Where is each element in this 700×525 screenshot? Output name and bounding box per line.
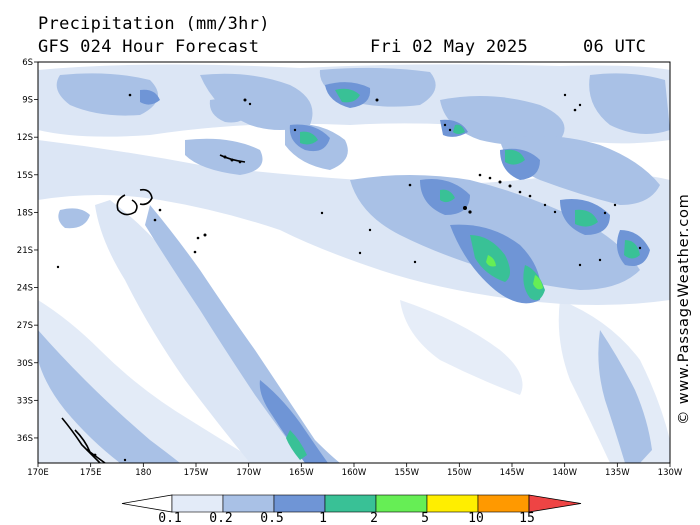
lat-tick-label: 9S bbox=[22, 96, 33, 106]
precipitation-legend: 0.1 0.2 0.5 1 2 5 10 15 bbox=[121, 494, 582, 525]
legend-swatch bbox=[171, 494, 224, 513]
lon-tick-label: 170W bbox=[236, 468, 261, 478]
site-credit: © www.PassageWeather.com bbox=[676, 193, 692, 425]
lon-tick-label: 135W bbox=[605, 468, 630, 478]
lon-tick-label: 165W bbox=[289, 468, 314, 478]
legend-swatch bbox=[273, 494, 326, 513]
legend-label: 0.5 bbox=[260, 511, 283, 525]
lon-tick-label: 140W bbox=[552, 468, 577, 478]
lon-tick-label: 130W bbox=[658, 468, 683, 478]
legend-label: 10 bbox=[468, 511, 484, 525]
lon-tick-label: 170E bbox=[27, 468, 49, 478]
forecast-label: GFS 024 Hour Forecast bbox=[38, 37, 260, 57]
map-title: Precipitation (mm/3hr) bbox=[38, 14, 270, 34]
lon-tick-label: 150W bbox=[447, 468, 472, 478]
lat-tick-label: 18S bbox=[17, 208, 33, 218]
forecast-date: Fri 02 May 2025 bbox=[370, 37, 529, 57]
lon-tick-label: 160W bbox=[342, 468, 367, 478]
lon-tick-label: 175W bbox=[184, 468, 209, 478]
lat-tick-label: 21S bbox=[17, 246, 33, 256]
latitude-axis: 6S 9S 12S 15S 18S 21S 24S 27S 30S 33S 36S bbox=[17, 58, 38, 444]
legend-label: 5 bbox=[421, 511, 429, 525]
lat-tick-label: 6S bbox=[22, 58, 33, 68]
lat-tick-label: 36S bbox=[17, 434, 33, 444]
lon-tick-label: 175E bbox=[80, 468, 102, 478]
legend-label: 0.2 bbox=[209, 511, 232, 525]
land-outlines bbox=[61, 154, 246, 463]
lat-tick-label: 12S bbox=[17, 133, 33, 143]
lon-tick-label: 155W bbox=[394, 468, 419, 478]
lat-tick-label: 24S bbox=[17, 284, 33, 294]
precipitation-field bbox=[38, 64, 670, 463]
legend-swatch bbox=[222, 494, 275, 513]
lon-tick-label: 180 bbox=[135, 468, 151, 478]
lat-tick-label: 27S bbox=[17, 321, 33, 331]
forecast-time: 06 UTC bbox=[583, 37, 647, 57]
legend-swatch bbox=[324, 494, 377, 513]
lat-tick-label: 30S bbox=[17, 359, 33, 369]
island-dots bbox=[56, 93, 642, 462]
legend-swatch bbox=[477, 494, 530, 513]
legend-low-cap bbox=[121, 494, 173, 513]
longitude-axis: 170E 175E 180 175W 170W 165W 160W 155W 150W 145W 1… bbox=[27, 463, 683, 478]
lon-tick-label: 145W bbox=[500, 468, 525, 478]
legend-high-cap bbox=[528, 494, 582, 513]
legend-label: 2 bbox=[370, 511, 378, 525]
extreme-rain-areas bbox=[486, 255, 543, 290]
legend-swatch bbox=[375, 494, 428, 513]
lat-tick-label: 15S bbox=[17, 171, 33, 181]
legend-label: 15 bbox=[519, 511, 535, 525]
legend-label: 0.1 bbox=[158, 511, 181, 525]
legend-label: 1 bbox=[319, 511, 327, 525]
legend-swatch bbox=[426, 494, 479, 513]
lat-tick-label: 33S bbox=[17, 396, 33, 406]
